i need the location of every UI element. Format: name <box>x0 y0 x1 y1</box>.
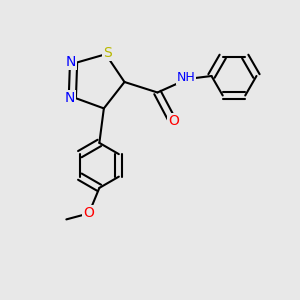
Text: S: S <box>103 46 112 60</box>
Text: O: O <box>83 206 94 220</box>
Text: O: O <box>169 114 179 128</box>
Text: N: N <box>65 55 76 69</box>
Text: NH: NH <box>177 71 195 84</box>
Text: N: N <box>64 92 75 105</box>
